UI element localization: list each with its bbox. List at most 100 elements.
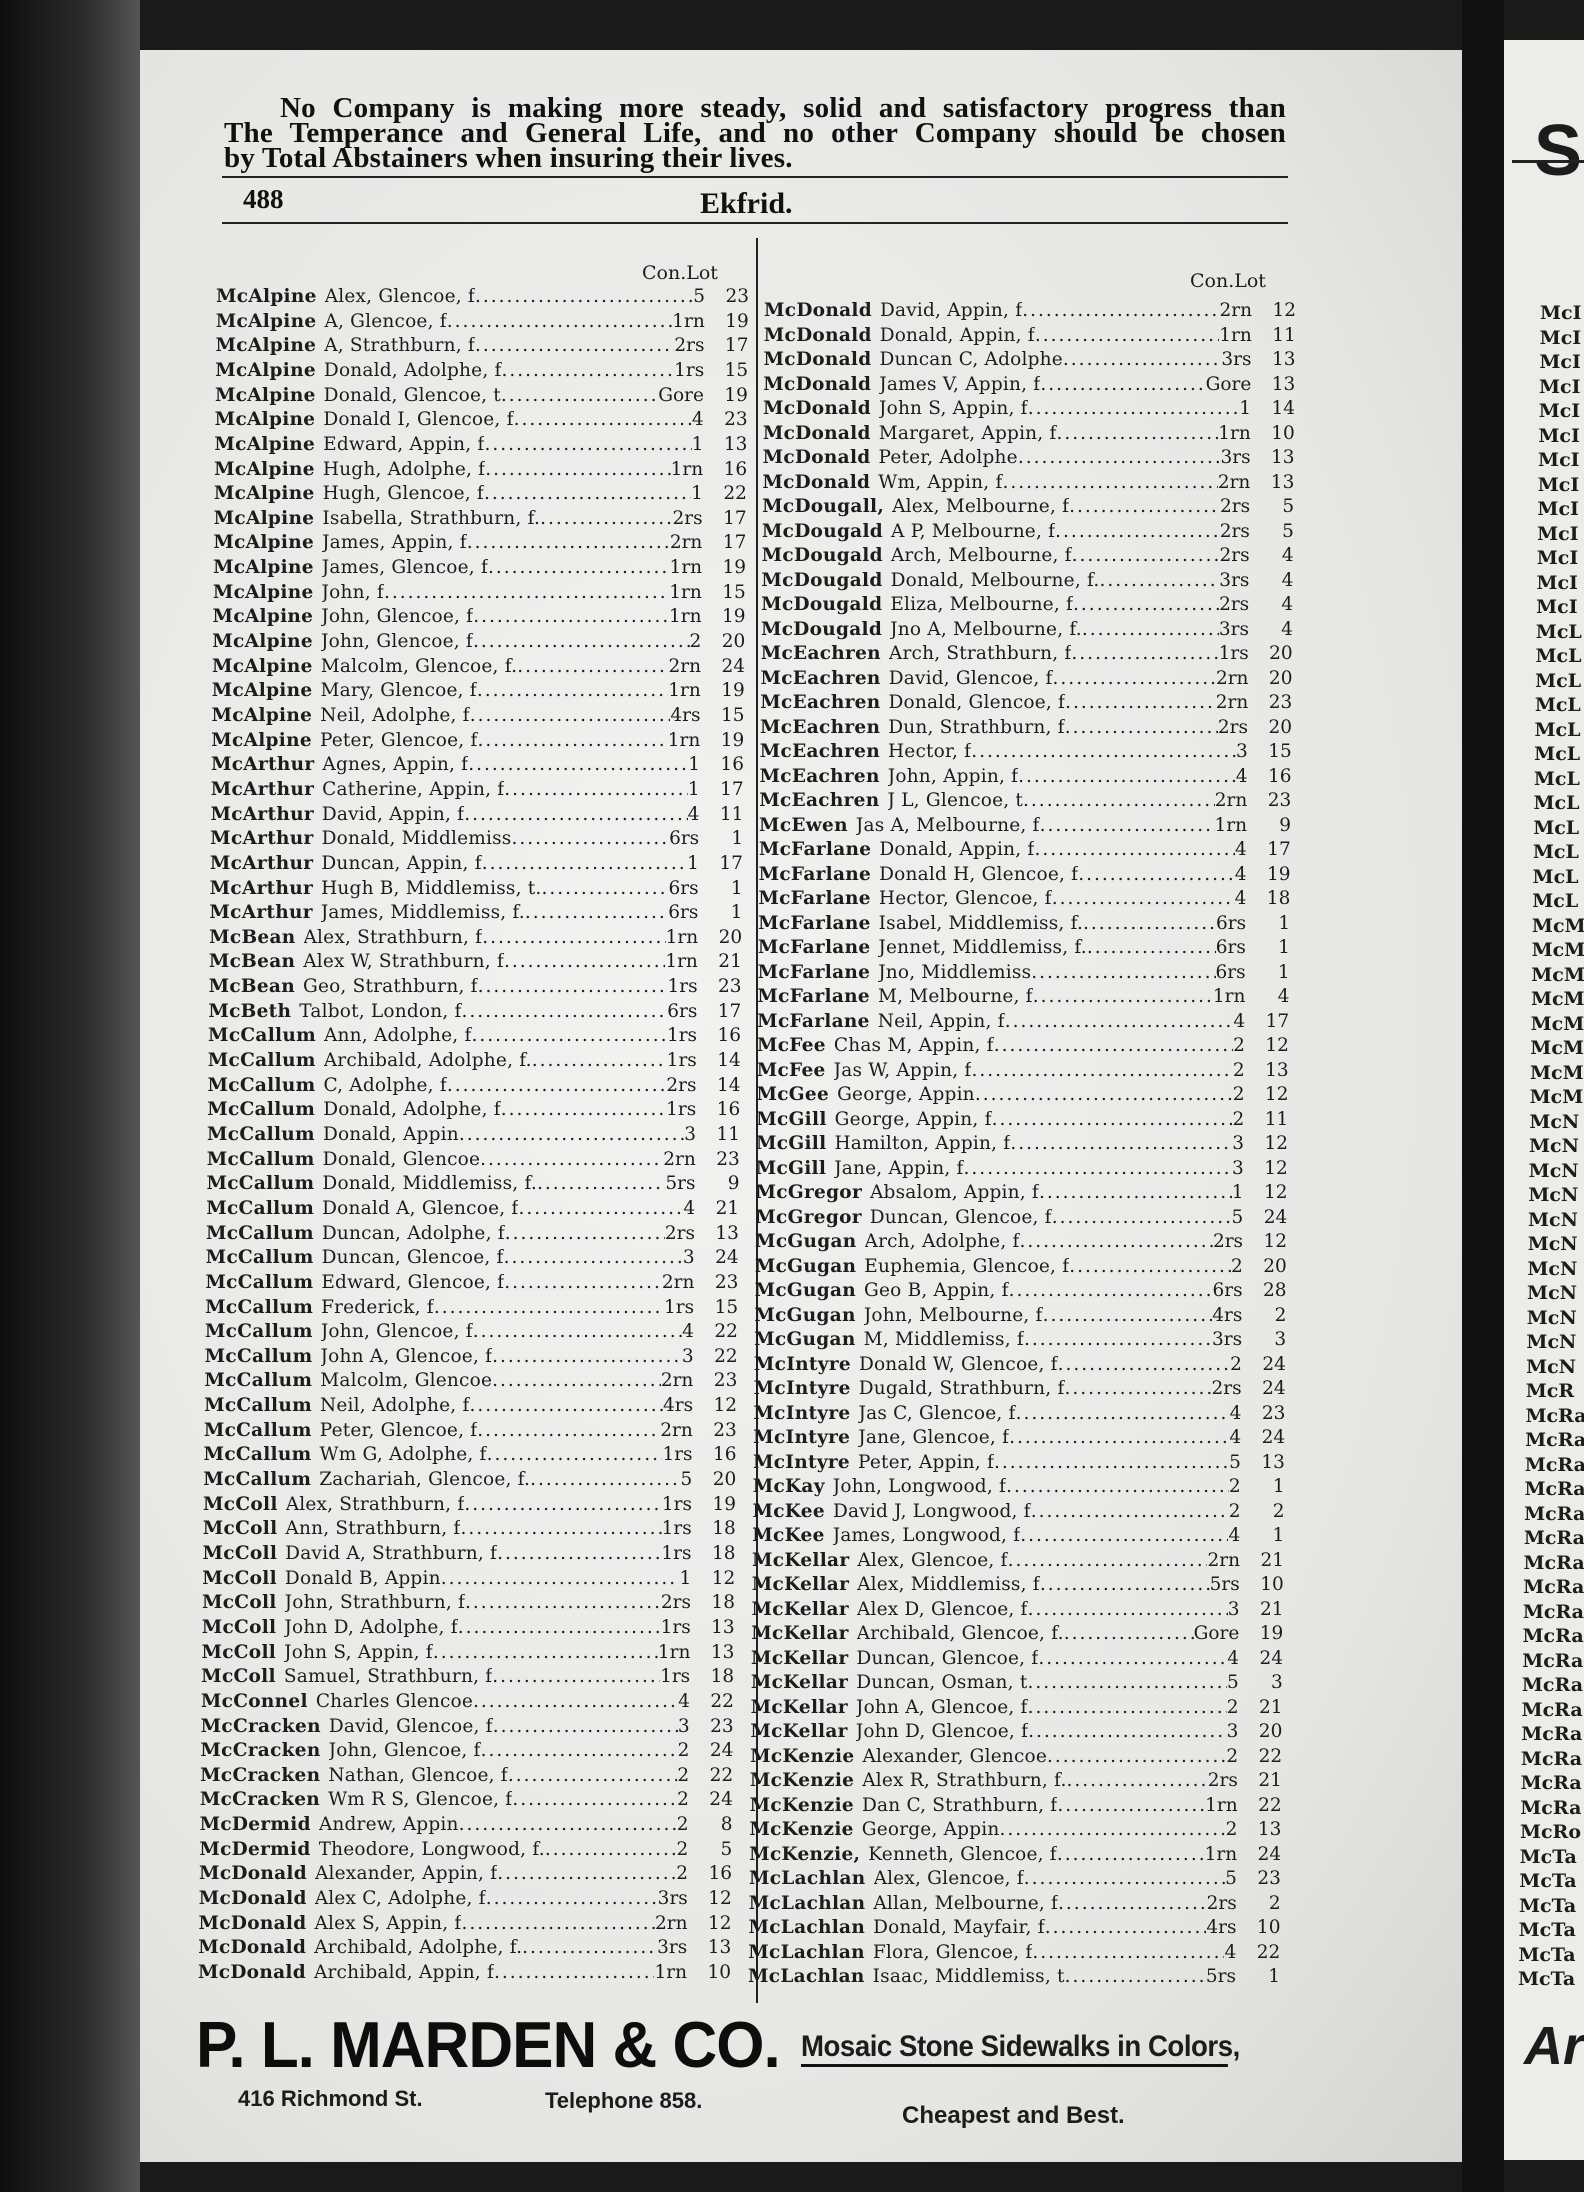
- entry-surname: McDermid: [199, 1838, 311, 1860]
- entry-lot: 16: [717, 1025, 742, 1047]
- directory-entry: McArthur Hugh B, Middlemiss, t. 6rs 1: [210, 876, 743, 901]
- directory-entry: McGill George, Appin, f 2 11: [756, 1107, 1288, 1132]
- directory-entry: McCallum Zachariah, Glencoe, f. 5 20: [203, 1467, 736, 1492]
- entry-concession: 1rn: [670, 458, 704, 480]
- adjacent-page-entry-fragment: McL: [1535, 645, 1582, 667]
- entry-surname: McAlpine: [214, 409, 316, 431]
- entry-given-and-place: Neil, Adolphe, f: [320, 705, 470, 726]
- right-con-lot-header: Con.Lot: [1190, 270, 1266, 292]
- entry-concession: 2: [677, 1764, 690, 1786]
- entry-surname: McFarlane: [758, 839, 872, 860]
- entry-given-and-place: Isaac, Middlemiss, t: [872, 1966, 1065, 1987]
- entry-lot: 5: [1282, 496, 1295, 517]
- entry-surname: McGugan: [754, 1255, 857, 1277]
- adjacent-page-entry-fragment: McI: [1537, 498, 1579, 520]
- directory-entry: McEachren Dun, Strathburn, f 2rs 20: [760, 715, 1292, 740]
- entry-lot: 17: [723, 507, 747, 529]
- entry-leader-dots: [992, 1107, 1233, 1132]
- entry-surname: McColl: [202, 1518, 278, 1540]
- entry-given-and-place: Donald H, Glencoe, f: [879, 863, 1079, 885]
- entry-leader-dots: [1028, 1597, 1228, 1622]
- adjacent-page-entry-fragment: McRa: [1524, 1478, 1584, 1500]
- directory-entry: McCallum Donald, Middlemiss, f. 5rs 9: [206, 1171, 739, 1196]
- entry-given-and-place: Duncan, Osman, t: [856, 1672, 1028, 1693]
- adjacent-page-entry-fragment: McTa: [1519, 1870, 1577, 1892]
- entry-leader-dots: [384, 580, 669, 605]
- entry-concession: 2rs: [1220, 496, 1251, 517]
- entry-concession: 4: [1227, 1647, 1240, 1669]
- entry-surname: McCallum: [205, 1296, 314, 1318]
- entry-concession: 3: [1227, 1598, 1240, 1620]
- entry-concession: 2: [1233, 1035, 1245, 1056]
- entry-given-and-place: Jas W, Appin, f: [833, 1059, 972, 1081]
- entry-concession: 1rs: [666, 1050, 697, 1072]
- entry-concession: 6rs: [1216, 912, 1247, 934]
- directory-entry: McDonald Donald, Appin, f 1rn 11: [764, 323, 1296, 348]
- entry-concession: 4rs: [662, 1395, 694, 1417]
- entry-leader-dots: [482, 851, 687, 876]
- adjacent-page-entry-fragment: McI: [1536, 596, 1578, 618]
- entry-given-and-place: Hamilton, Appin, f: [834, 1133, 1011, 1154]
- entry-concession: 1: [691, 483, 703, 505]
- entry-surname: McDougald: [761, 594, 883, 615]
- entry-given-and-place: Hugh B, Middlemiss, t.: [321, 877, 542, 899]
- entry-leader-dots: [1009, 1425, 1229, 1450]
- entry-leader-dots: [478, 728, 668, 753]
- entry-given-and-place: Donald, Glencoe, f: [888, 692, 1066, 713]
- entry-concession: 3rs: [1218, 618, 1249, 640]
- entry-surname: McCallum: [206, 1197, 315, 1219]
- entry-concession: 6rs: [1212, 1280, 1243, 1301]
- entry-surname: McCallum: [207, 1099, 316, 1121]
- entry-lot: 10: [1256, 1917, 1281, 1938]
- entry-lot: 24: [721, 655, 746, 677]
- entry-concession: 1rs: [667, 976, 698, 998]
- entry-surname: McKellar: [750, 1721, 848, 1742]
- adjacent-page-entry-fragment: McI: [1536, 547, 1579, 569]
- entry-lot: 22: [714, 1321, 738, 1343]
- directory-entry: McAlpine Alex, Glencoe, f 5 23: [216, 284, 749, 309]
- adjacent-page-entry-fragment: McTa: [1518, 1943, 1576, 1966]
- entry-given-and-place: Jas A, Melbourne, f: [855, 814, 1040, 836]
- directory-entry: McFarlane Isabel, Middlemiss, f. 6rs 1: [758, 911, 1290, 936]
- directory-entry: McArthur Duncan, Appin, f 1 17: [210, 851, 743, 876]
- entry-leader-dots: [459, 1812, 677, 1837]
- entry-leader-dots: [971, 739, 1236, 764]
- entry-given-and-place: Hector, f: [887, 741, 972, 762]
- directory-entry: McDermid Andrew, Appin 2 8: [200, 1812, 733, 1837]
- adjacent-page-rule: [1512, 160, 1584, 163]
- entry-leader-dots: [505, 1221, 665, 1246]
- directory-entry: McFee Jas W, Appin, f 2 13: [757, 1058, 1289, 1083]
- entry-surname: McFarlane: [757, 937, 871, 958]
- adjacent-page-entry-fragment: McL: [1533, 816, 1580, 839]
- entry-lot: 23: [1268, 692, 1293, 713]
- directory-entry: McColl John D, Adolphe, f 1rs 13: [202, 1615, 735, 1640]
- entry-given-and-place: Samuel, Strathburn, f: [283, 1666, 493, 1688]
- adjacent-page-entry-fragment: McN: [1526, 1331, 1577, 1353]
- entry-leader-dots: [464, 802, 687, 827]
- entry-leader-dots: [517, 654, 668, 679]
- entry-given-and-place: A, Glencoe, f: [324, 310, 447, 332]
- entry-leader-dots: [964, 1156, 1232, 1181]
- adjacent-page-entry-fragment: McI: [1537, 473, 1580, 496]
- entry-lot: 23: [724, 409, 748, 431]
- adjacent-page-entry-fragment: McTa: [1518, 1968, 1576, 1990]
- entry-lot: 9: [1279, 814, 1292, 836]
- column-divider: [756, 238, 758, 2003]
- directory-entry: McCracken Wm R S, Glencoe, f 2 24: [200, 1787, 733, 1812]
- entry-leader-dots: [458, 1615, 661, 1640]
- entry-given-and-place: Alex, Strathburn, f: [285, 1493, 465, 1515]
- entry-lot: 21: [1260, 1549, 1284, 1571]
- directory-entry: McIntyre Peter, Appin, f 5 13: [753, 1450, 1285, 1475]
- directory-entry: McCallum Donald, Appin 3 11: [207, 1122, 740, 1147]
- entry-given-and-place: Mary, Glencoe, f: [320, 680, 477, 702]
- adjacent-page-entry-fragment: McM: [1530, 1037, 1584, 1059]
- entry-leader-dots: [1087, 935, 1216, 960]
- adjacent-page-entry-fragment: McL: [1534, 743, 1581, 765]
- entry-lot: 18: [712, 1518, 736, 1540]
- entry-lot: 13: [711, 1616, 735, 1638]
- entry-lot: 5: [720, 1838, 733, 1860]
- entry-given-and-place: James, Longwood, f: [832, 1525, 1021, 1546]
- entry-given-and-place: John, Strathburn, f: [284, 1592, 466, 1614]
- entry-given-and-place: Alex, Glencoe, f: [873, 1868, 1024, 1889]
- adjacent-page-entry-fragment: McN: [1527, 1257, 1578, 1280]
